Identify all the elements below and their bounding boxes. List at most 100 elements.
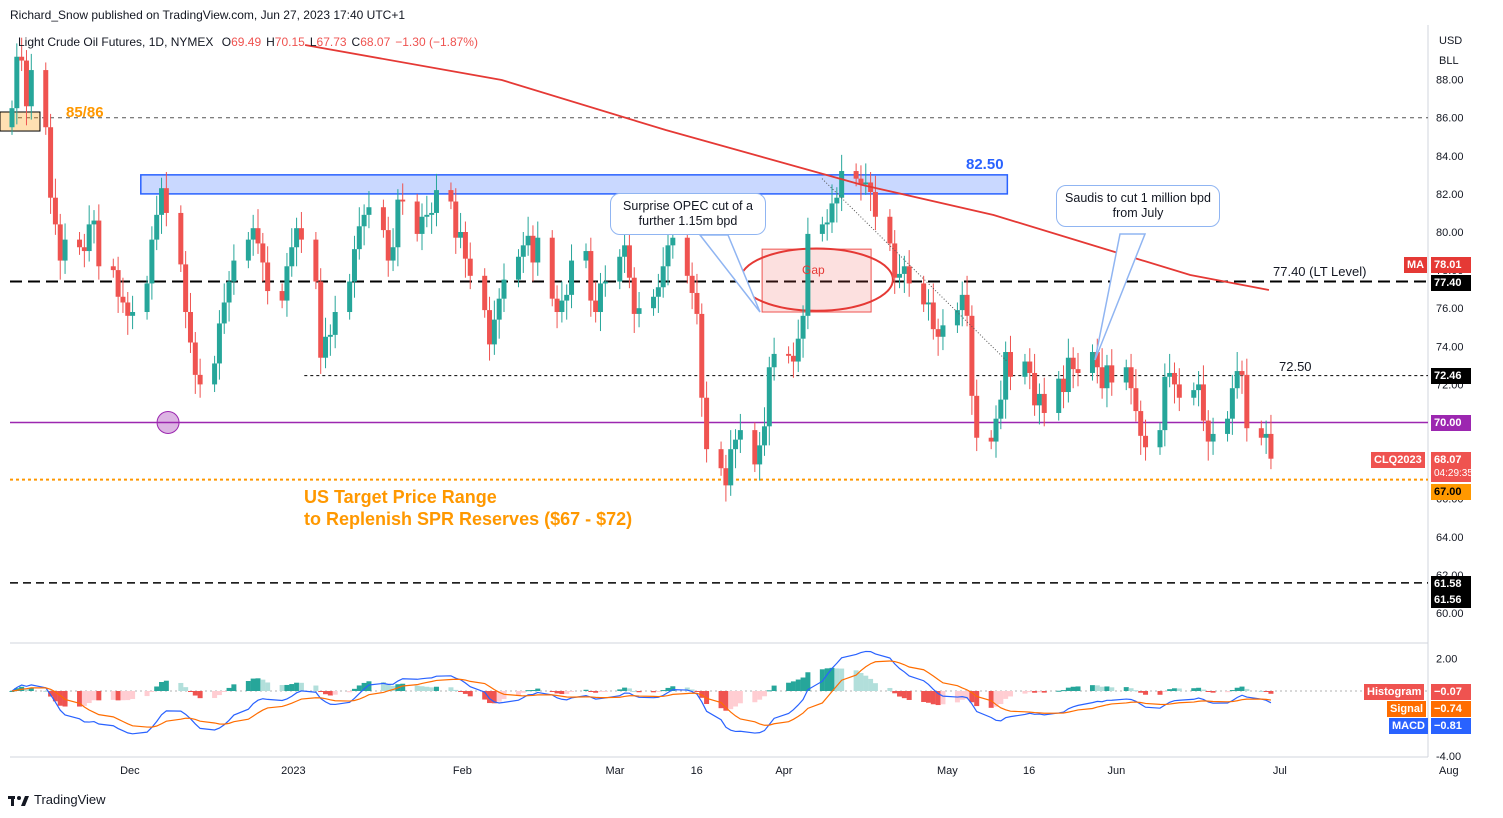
macd-histogram-bar <box>723 691 729 711</box>
candle-body <box>853 171 859 179</box>
saudi-callout-pointer <box>1094 233 1147 361</box>
candle-body <box>892 243 898 278</box>
opec-callout: Surprise OPEC cut of a further 1.15m bpd <box>610 193 766 235</box>
candle-body <box>332 312 338 335</box>
candle-body <box>390 247 396 261</box>
candle-body <box>400 199 406 202</box>
candle <box>1200 365 1206 432</box>
candle <box>554 285 560 329</box>
candle-body <box>824 222 830 225</box>
candle <box>1022 353 1028 385</box>
macd-histogram-bar <box>602 691 608 692</box>
candle-body <box>279 291 285 301</box>
candle-body <box>265 262 271 292</box>
x-tick-label: May <box>937 765 958 777</box>
macd-histogram-bar <box>733 691 739 707</box>
macd-histogram-bar <box>1239 686 1245 691</box>
y-tick-label: 64.00 <box>1436 532 1464 544</box>
y-tick-label: 88.00 <box>1436 75 1464 87</box>
macd-histogram-bar <box>130 691 136 700</box>
candle <box>1056 371 1062 421</box>
macd-histogram-bar <box>221 691 227 692</box>
macd-histogram-bar <box>424 686 430 691</box>
macd-histogram-bar <box>805 672 811 691</box>
candle-body <box>901 266 907 274</box>
spr-range-title: US Target Price Range <box>304 487 497 507</box>
candle <box>1234 352 1240 399</box>
candle-body <box>993 418 999 442</box>
macd-histogram-bar <box>356 685 362 691</box>
candle <box>974 379 980 452</box>
candle-body <box>284 266 290 301</box>
macd-histogram-bar <box>245 681 251 691</box>
candle-body <box>819 224 825 234</box>
candle-body <box>361 214 367 227</box>
candle <box>549 230 555 307</box>
macd-histogram-bar <box>23 688 29 691</box>
candle <box>863 163 869 195</box>
candle <box>28 53 34 120</box>
macd-histogram-bar <box>901 691 907 699</box>
macd-histogram-bar <box>400 683 406 691</box>
candle <box>144 275 150 320</box>
macd-histogram-bar <box>834 668 840 691</box>
macd-histogram-bar <box>959 691 965 700</box>
candle-body <box>81 247 87 252</box>
candle <box>110 258 116 278</box>
macd-histogram-bar <box>1128 688 1134 691</box>
candle-body <box>921 283 927 305</box>
candle-body <box>974 395 980 438</box>
macd-histogram-bar <box>318 691 324 692</box>
candle <box>221 283 227 334</box>
candle <box>453 188 459 254</box>
macd-histogram-bar <box>819 669 825 691</box>
macd-histogram-bar <box>569 691 575 692</box>
candle <box>597 272 603 332</box>
candle <box>318 268 324 374</box>
countdown-tag: 04:29:35 <box>1431 466 1473 482</box>
candle <box>163 171 169 227</box>
candle-body <box>144 283 150 313</box>
macd-histogram-bar <box>1070 686 1076 691</box>
candle <box>289 228 295 277</box>
candle <box>761 407 767 456</box>
macd-histogram-bar <box>1143 691 1149 695</box>
candle-body <box>125 302 131 316</box>
candle-body <box>752 430 758 465</box>
candle <box>52 178 58 235</box>
macd-histogram-bar <box>829 667 835 691</box>
tradingview-brand[interactable]: TradingView <box>8 792 106 807</box>
candle-body <box>48 127 54 198</box>
macd-histogram-bar <box>988 691 994 708</box>
histogram-label-tag: Histogram <box>1364 684 1425 700</box>
macd-histogram-bar <box>149 691 155 692</box>
y-tick-label: 84.00 <box>1436 151 1464 163</box>
macd-histogram-bar <box>689 689 695 691</box>
candle <box>593 281 599 323</box>
macd-histogram-bar <box>1200 689 1206 691</box>
y-tick-label: 60.00 <box>1436 608 1464 620</box>
macd-histogram-bar <box>969 691 975 703</box>
candle <box>294 217 300 267</box>
macd-histogram-bar <box>52 691 58 702</box>
candle-body <box>593 300 599 313</box>
macd-histogram-bar <box>159 681 165 691</box>
candle <box>704 381 710 463</box>
candle-body <box>723 468 729 486</box>
macd-histogram-bar <box>216 691 222 696</box>
candle-body <box>1094 352 1100 368</box>
macd-histogram-bar <box>1032 691 1038 693</box>
macd-histogram-bar <box>284 684 290 691</box>
macd-histogram-bar <box>226 687 232 691</box>
candle <box>429 202 435 234</box>
candle-body <box>1075 369 1081 373</box>
macd-histogram-bar <box>651 691 657 693</box>
candle <box>385 216 391 277</box>
macd-histogram-bar <box>496 691 502 702</box>
candle <box>419 203 425 251</box>
candle <box>226 271 232 322</box>
candle <box>1157 422 1163 455</box>
macd-histogram-bar <box>930 691 936 705</box>
candle <box>81 233 87 268</box>
